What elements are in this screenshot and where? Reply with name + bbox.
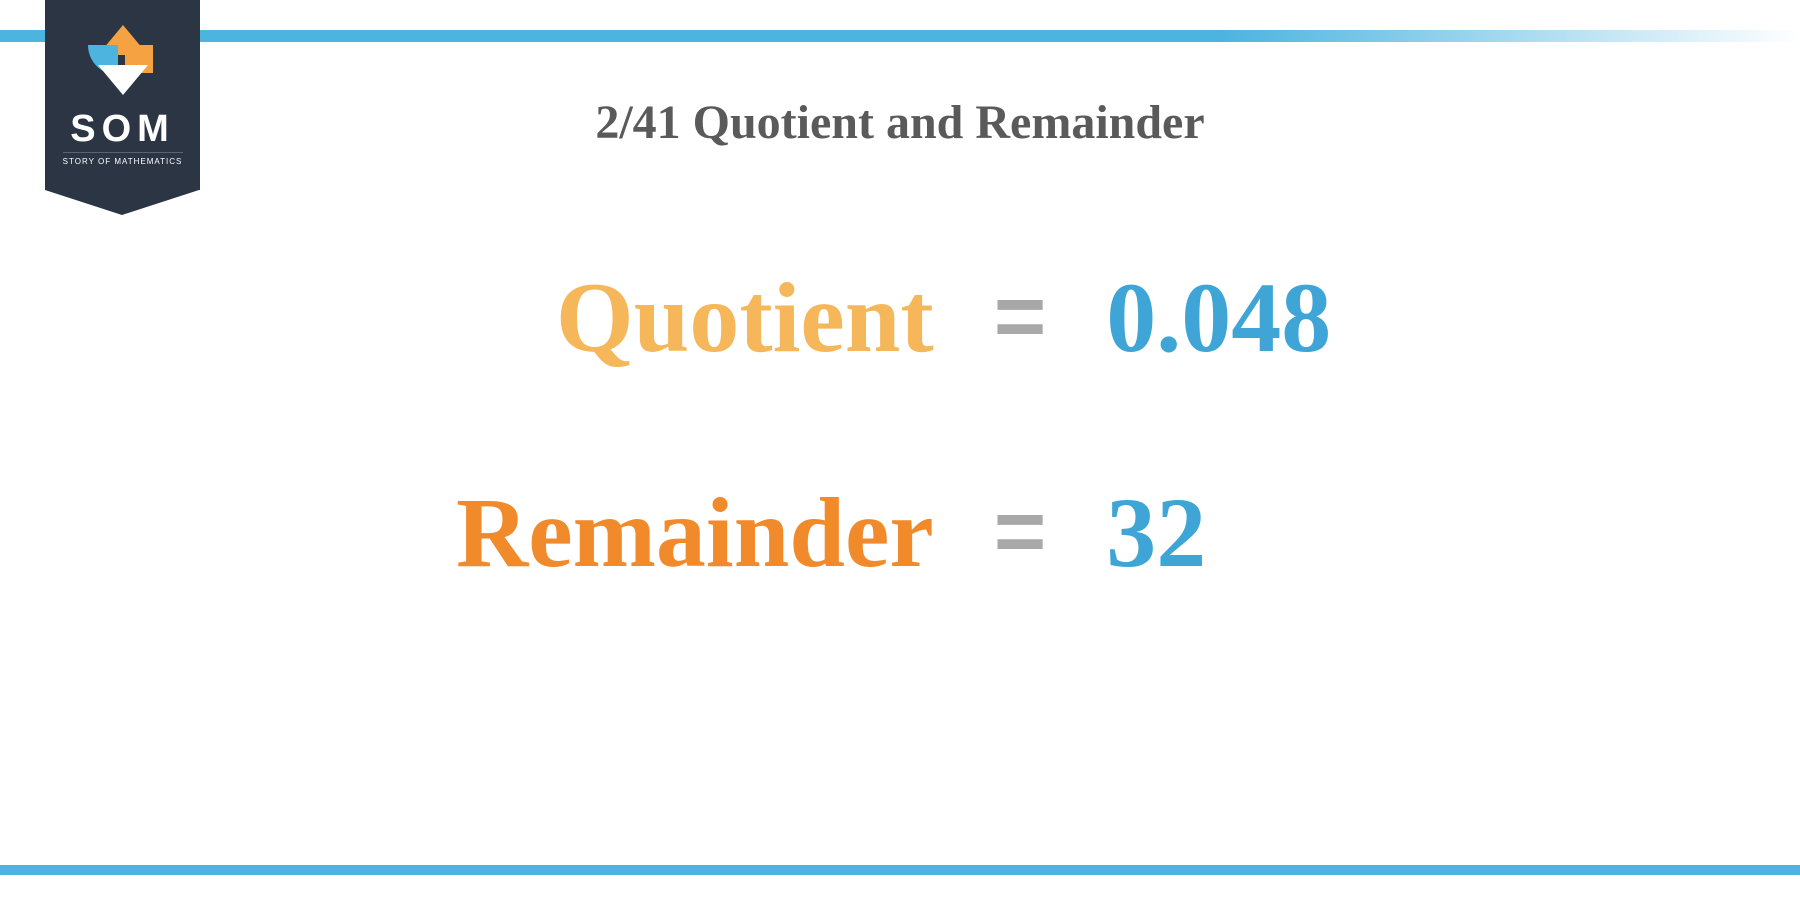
page-title: 2/41 Quotient and Remainder [0, 95, 1800, 150]
equals-icon: = [994, 266, 1047, 369]
quotient-row: Quotient = 0.048 [374, 260, 1427, 375]
logo-subtext: STORY OF MATHEMATICS [63, 152, 183, 166]
remainder-value: 32 [1106, 475, 1426, 590]
top-accent-bar [0, 30, 1800, 42]
top-bar-fade [1224, 30, 1800, 42]
equals-icon: = [994, 481, 1047, 584]
bottom-accent-bar [0, 865, 1800, 875]
quotient-label: Quotient [374, 260, 934, 375]
logo-shape-triangle-bottom [98, 65, 148, 95]
logo-icon [88, 25, 158, 95]
quotient-value: 0.048 [1106, 260, 1426, 375]
remainder-row: Remainder = 32 [374, 475, 1427, 590]
content-area: Quotient = 0.048 Remainder = 32 [374, 260, 1427, 590]
remainder-label: Remainder [374, 475, 934, 590]
